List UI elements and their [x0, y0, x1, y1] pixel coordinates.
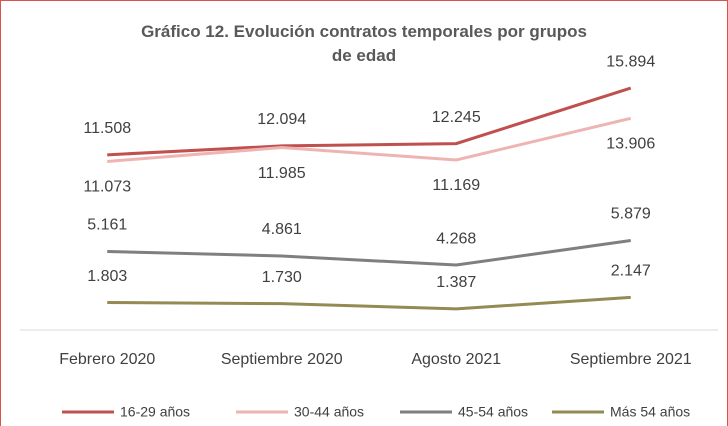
data-label: 15.894 — [606, 53, 655, 70]
data-label: 1.803 — [87, 268, 127, 285]
data-label: 12.094 — [257, 111, 306, 128]
series-line — [107, 116, 632, 163]
data-label: 1.387 — [436, 274, 476, 291]
x-tick-label: Agosto 2021 — [411, 351, 501, 368]
chart-title: Gráfico 12. Evolución contratos temporal… — [141, 22, 587, 65]
data-label: 4.861 — [262, 221, 302, 238]
legend-label: 16-29 años — [120, 404, 190, 420]
series-line — [107, 239, 631, 267]
legend-label: 45-54 años — [458, 404, 528, 420]
data-label: 13.906 — [606, 136, 655, 153]
data-label: 11.169 — [432, 177, 480, 194]
x-tick-label: Febrero 2020 — [59, 351, 155, 368]
series-line — [107, 86, 632, 157]
data-label: 4.268 — [436, 230, 476, 247]
data-label: 12.245 — [432, 109, 481, 126]
data-label: 11.508 — [83, 120, 131, 137]
x-tick-label: Septiembre 2021 — [570, 351, 692, 368]
data-label: 11.073 — [83, 179, 131, 196]
data-label: 5.879 — [611, 206, 651, 223]
legend-label: Más 54 años — [610, 404, 690, 420]
data-label: 2.147 — [611, 263, 651, 280]
data-label: 11.985 — [258, 165, 306, 182]
data-label: 5.161 — [87, 217, 127, 234]
series-line — [107, 295, 631, 311]
x-tick-label: Septiembre 2020 — [221, 351, 343, 368]
legend-label: 30-44 años — [294, 404, 364, 420]
data-label: 1.730 — [262, 269, 302, 286]
